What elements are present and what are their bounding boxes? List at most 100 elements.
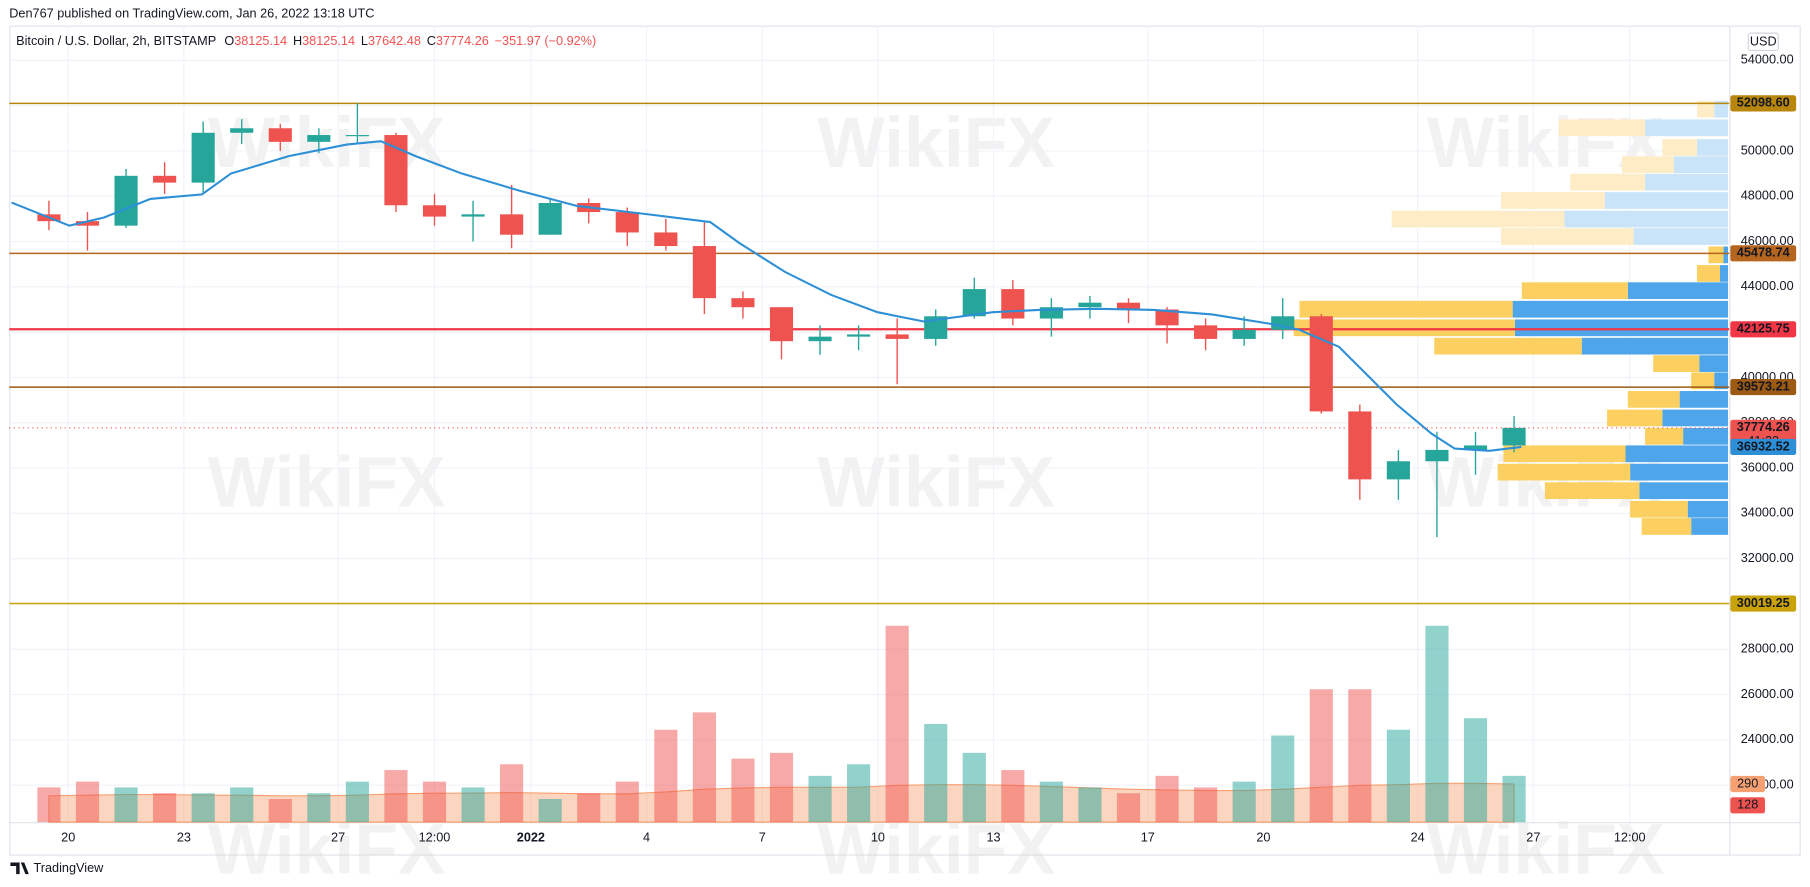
- candle-body: [1155, 309, 1179, 326]
- profile-up: [1630, 500, 1688, 518]
- profile-up: [1570, 173, 1646, 191]
- y-tick-label: 44000.00: [1741, 279, 1794, 293]
- volume-bar: [692, 712, 716, 823]
- volume-bar: [268, 798, 292, 823]
- level-label-box: [1730, 379, 1797, 396]
- x-tick-label: 13: [986, 831, 1000, 845]
- volume-bar: [1502, 775, 1526, 823]
- ohlc-value: 38125.14: [302, 34, 355, 48]
- volume-bar: [654, 729, 678, 823]
- volume-bar: [1386, 729, 1410, 823]
- profile-up: [1544, 482, 1640, 500]
- profile-down: [1514, 319, 1729, 337]
- profile-up: [1662, 139, 1697, 156]
- candle-body: [500, 214, 524, 235]
- profile-up: [1641, 518, 1692, 535]
- candle-body: [461, 214, 485, 217]
- volume-bar: [153, 793, 177, 823]
- level-label: 45478.74: [1737, 246, 1790, 260]
- profile-up: [1645, 427, 1684, 445]
- candle-body: [191, 132, 215, 183]
- candle-body: [847, 334, 871, 337]
- volume-bar: [847, 764, 871, 823]
- volume-bar: [962, 752, 986, 823]
- profile-down: [1679, 391, 1729, 408]
- profile-up: [1627, 391, 1680, 408]
- volume-bar: [885, 625, 909, 823]
- volume-bar: [1001, 770, 1025, 823]
- profile-down: [1645, 173, 1729, 191]
- volume-bar: [1194, 787, 1218, 823]
- x-tick-label: 20: [61, 831, 75, 845]
- level-label-box: [1730, 321, 1797, 338]
- profile-down: [1714, 100, 1729, 118]
- profile-up: [1653, 355, 1700, 372]
- volume-bar: [307, 793, 331, 823]
- profile-down: [1719, 265, 1729, 282]
- candle-body: [731, 298, 755, 308]
- currency-box[interactable]: [1747, 32, 1779, 52]
- x-tick-label: 27: [331, 831, 345, 845]
- profile-down: [1691, 518, 1729, 535]
- candle-body: [1116, 302, 1141, 310]
- profile-down: [1687, 500, 1729, 518]
- candle-body: [1463, 445, 1488, 450]
- x-tick-label: 2022: [517, 831, 545, 845]
- profile-down: [1581, 337, 1729, 355]
- currency[interactable]: USD: [1750, 35, 1777, 49]
- x-tick-label: 12:00: [419, 831, 451, 845]
- volume-ma-label-box: [1730, 775, 1765, 793]
- y-tick-label: 48000.00: [1741, 189, 1794, 203]
- volume-bar: [384, 770, 408, 823]
- profile-up: [1521, 282, 1628, 300]
- candle-body: [345, 135, 369, 137]
- profile-down: [1723, 246, 1729, 264]
- volume-bar: [769, 752, 794, 823]
- profile-up: [1607, 409, 1663, 427]
- profile-up: [1299, 300, 1513, 318]
- volume-bar: [345, 781, 369, 823]
- ohlc-key: C: [427, 34, 436, 48]
- level-label: 42125.75: [1737, 322, 1790, 336]
- candle-body: [307, 135, 331, 142]
- ohlc-key: L: [361, 34, 368, 48]
- profile-up: [1503, 445, 1626, 463]
- volume-bar: [1309, 689, 1333, 823]
- ohlc-value: 37774.26: [436, 34, 489, 48]
- moving-average: [11, 140, 1522, 452]
- ma-label-box: [1730, 438, 1797, 456]
- volume-bar: [1463, 718, 1488, 823]
- x-tick-label: 12:00: [1614, 831, 1646, 845]
- ohlc-key: H: [293, 34, 302, 48]
- ohlc-value: 38125.14: [234, 34, 287, 48]
- y-tick-label: 26000.00: [1741, 687, 1794, 701]
- ohlc-key: O: [224, 34, 234, 48]
- level-label: 52098.60: [1737, 96, 1790, 110]
- volume-bar: [538, 798, 562, 823]
- candle-body: [75, 221, 100, 226]
- y-tick-label: 54000.00: [1741, 53, 1794, 67]
- y-tick-label: 34000.00: [1741, 506, 1794, 520]
- x-tick-label: 7: [759, 831, 766, 845]
- candle-body: [268, 128, 292, 142]
- profile-down: [1696, 139, 1729, 156]
- chart-frame: [9, 25, 1801, 856]
- candle-body: [654, 232, 678, 247]
- symbol-title: Bitcoin / U.S. Dollar, 2h, BITSTAMP: [16, 34, 216, 48]
- candle-body: [1078, 302, 1102, 308]
- level-label-box: [1730, 245, 1797, 262]
- x-tick-label: 4: [643, 831, 650, 845]
- y-tick-label: 46000.00: [1741, 234, 1794, 248]
- volume-bar: [114, 787, 138, 823]
- candle-body: [1348, 411, 1372, 480]
- volume-bar: [1271, 735, 1295, 823]
- candle-body: [1001, 289, 1025, 319]
- candle-body: [1386, 461, 1410, 480]
- candle-body: [1039, 307, 1063, 319]
- profile-down: [1625, 445, 1729, 463]
- volume-bar: [37, 787, 61, 823]
- volume-bar: [1348, 689, 1372, 823]
- candle-body: [885, 334, 909, 339]
